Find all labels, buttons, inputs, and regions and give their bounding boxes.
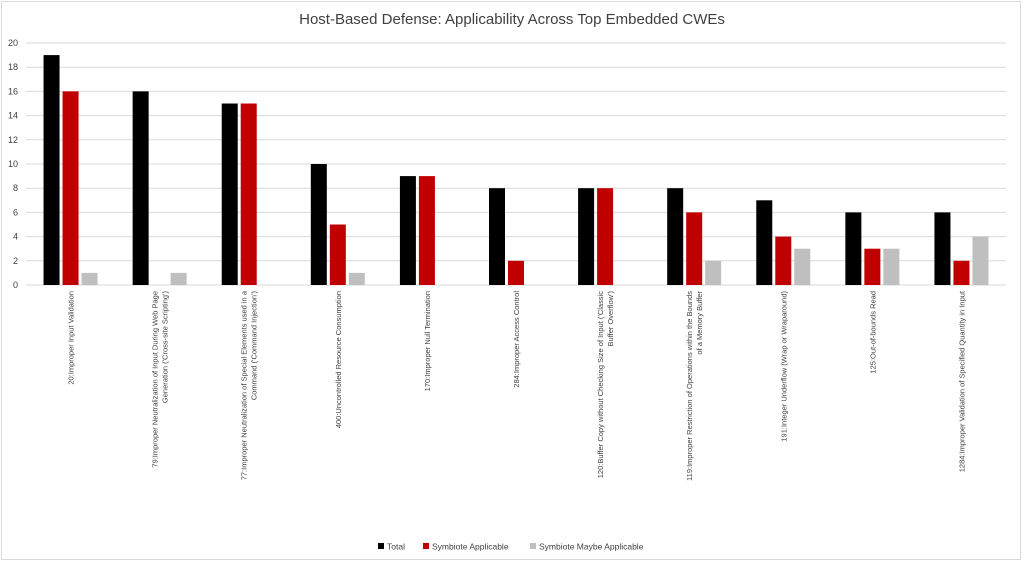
- x-tick-label-line: Generation ('Cross-site Scripting'): [161, 291, 170, 404]
- bar: [953, 260, 970, 285]
- legend-label: Total: [387, 542, 405, 552]
- x-tick-label-line: 77:Improper Neutralization of Special El…: [240, 290, 249, 480]
- x-tick-label-line: of a Memory Buffer: [695, 291, 704, 355]
- bar: [705, 260, 722, 285]
- bar: [775, 236, 792, 285]
- x-tick-label: 170:Improper Null Termination: [423, 291, 432, 391]
- bar: [348, 272, 365, 285]
- x-tick-label-line: 191:Integer Underflow (Wrap or Wraparoun…: [779, 291, 788, 442]
- y-tick-label: 20: [8, 38, 18, 48]
- bar: [170, 272, 187, 285]
- bar: [794, 248, 811, 285]
- bar: [934, 212, 951, 285]
- x-tick-label: 79:Improper Neutralization of Input Duri…: [151, 291, 170, 468]
- legend: Total Symbiote Applicable Symbiote Maybe A…: [378, 542, 644, 552]
- bar: [418, 176, 435, 285]
- bar: [43, 55, 60, 285]
- legend-swatch: [423, 543, 429, 549]
- x-tick-label: 125:Out-of-bounds Read: [868, 291, 877, 374]
- x-tick-label: 20:Improper Input Validation: [67, 291, 76, 385]
- x-tick-label: 119:Improper Restriction of Operations w…: [685, 291, 704, 481]
- legend-label: Symbiote Maybe Applicable: [539, 542, 644, 552]
- bar: [221, 103, 238, 285]
- x-tick-label-line: Command ('Command Injection'): [250, 291, 259, 401]
- y-tick-label: 4: [13, 232, 18, 242]
- bar: [883, 248, 900, 285]
- bars: [43, 55, 989, 286]
- x-tick-label-line: 1284:Improper Validation of Specified Qu…: [957, 290, 966, 472]
- bar: [597, 188, 614, 285]
- y-tick-label: 18: [8, 62, 18, 72]
- bar: [132, 91, 149, 286]
- bar: [864, 248, 881, 285]
- x-tick-label-line: 400:Uncontrolled Resource Consumption: [334, 291, 343, 428]
- y-axis-ticks: 0 2 4 6 8 10 12 14 16 18 20: [8, 38, 18, 290]
- y-tick-label: 0: [13, 280, 18, 290]
- y-tick-label: 16: [8, 86, 18, 96]
- bar: [310, 164, 327, 285]
- x-tick-label-line: 125:Out-of-bounds Read: [868, 291, 877, 374]
- x-tick-label: 400:Uncontrolled Resource Consumption: [334, 291, 343, 428]
- y-tick-label: 14: [8, 111, 18, 121]
- bar: [329, 224, 346, 285]
- y-tick-label: 12: [8, 135, 18, 145]
- x-tick-label-line: 20:Improper Input Validation: [67, 291, 76, 385]
- legend-swatch: [530, 543, 536, 549]
- x-axis-tick-labels: 20:Improper Input Validation 79:Improper …: [67, 290, 967, 481]
- x-tick-label: 120:Buffer Copy without Checking Size of…: [596, 291, 615, 479]
- bar: [578, 188, 595, 285]
- bar: [508, 260, 524, 285]
- y-tick-label: 6: [13, 207, 18, 217]
- x-tick-label: 1284:Improper Validation of Specified Qu…: [957, 290, 966, 472]
- x-tick-label: 191:Integer Underflow (Wrap or Wraparoun…: [779, 291, 788, 442]
- x-tick-label-line: Buffer Overflow'): [606, 291, 615, 347]
- gridlines: [26, 42, 1006, 286]
- bar: [845, 212, 862, 285]
- x-tick-label-line: 284:Improper Access Control: [512, 291, 521, 388]
- y-tick-label: 8: [13, 183, 18, 193]
- bar: [489, 188, 505, 285]
- bar: [756, 200, 773, 285]
- legend-label: Symbiote Applicable: [432, 542, 509, 552]
- bar: [667, 188, 684, 285]
- x-tick-label-line: 120:Buffer Copy without Checking Size of…: [596, 291, 605, 478]
- y-tick-label: 2: [13, 256, 18, 266]
- x-tick-label: 77:Improper Neutralization of Special El…: [240, 290, 259, 480]
- x-tick-label-line: 170:Improper Null Termination: [423, 291, 432, 391]
- bar: [81, 272, 98, 285]
- x-tick-label-line: 119:Improper Restriction of Operations w…: [685, 291, 694, 481]
- bar: [62, 91, 79, 286]
- x-tick-label-line: 79:Improper Neutralization of Input Duri…: [151, 291, 160, 468]
- legend-swatch: [378, 543, 384, 549]
- bar: [399, 176, 416, 285]
- bar: [686, 212, 703, 285]
- bar: [240, 103, 257, 285]
- chart-title: Host-Based Defense: Applicability Across…: [299, 11, 725, 28]
- x-tick-label: 284:Improper Access Control: [512, 291, 521, 388]
- bar: [972, 236, 989, 285]
- y-tick-label: 10: [8, 159, 18, 169]
